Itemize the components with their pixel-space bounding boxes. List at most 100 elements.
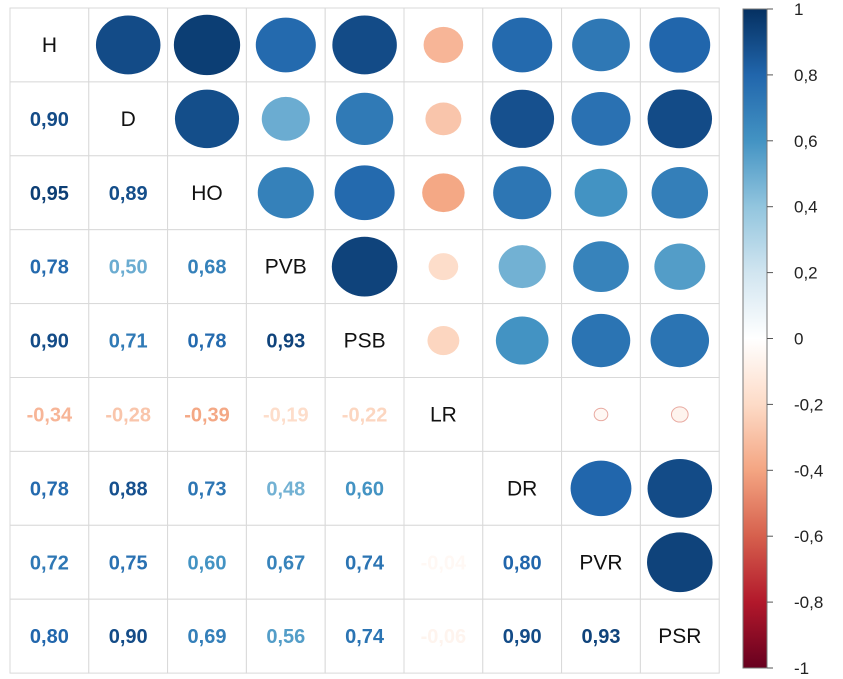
correlation-circle [647,458,713,518]
matrix-cell [9,450,90,526]
matrix-cell [245,303,326,379]
matrix-cell [324,377,405,452]
coefficient-label: 0,60 [188,552,227,574]
coefficient-label: 0,68 [188,257,227,279]
matrix-cell [88,155,169,231]
coefficient-label: 0,60 [345,478,384,500]
coefficient-label: 0,80 [503,552,542,574]
matrix-cell [167,303,247,379]
correlation-circle [427,326,460,356]
matrix-cell [561,524,641,600]
variable-label: PSB [344,330,386,353]
correlation-circle [423,26,464,64]
matrix-cell [482,524,563,600]
matrix-cell [403,450,484,526]
coefficient-label: -0,04 [421,552,467,574]
matrix-cell [245,229,326,305]
matrix-cell [482,450,563,526]
correlation-circle [654,243,706,290]
correlation-circle [649,17,711,73]
matrix-cell [561,598,641,674]
colorbar-tick-label: 0 [794,330,803,349]
correlation-circle [332,15,397,75]
matrix-cell [403,524,484,600]
coefficient-label: 0,90 [109,626,148,648]
coefficient-label: -0,28 [105,404,151,426]
matrix-cell [9,7,90,83]
colorbar-tick-label: -0,8 [794,593,823,612]
colorbar-tick-label: 0,4 [794,198,818,217]
coefficient-label: 0,67 [266,552,305,574]
colorbar-tick-label: -0,4 [794,461,823,480]
coefficient-label: -0,06 [421,626,467,648]
correlation-circle [335,92,394,145]
variable-label: D [121,108,136,131]
colorbar-tick-label: -1 [794,659,809,678]
colorbar-tick-label: 0,2 [794,264,818,283]
coefficient-label: -0,22 [342,404,388,426]
correlation-circle [571,313,631,368]
colorbar-tick-label: 0,8 [794,66,818,85]
matrix-cell [482,377,563,452]
correlation-circle [428,253,459,281]
coefficient-label: 0,90 [30,331,69,353]
matrix-cell [9,377,90,452]
correlation-circle [492,17,553,73]
coefficient-label: 0,48 [266,478,305,500]
correlation-circle [651,166,709,219]
coefficient-label: 0,90 [503,626,542,648]
matrix-cell [324,598,405,674]
correlation-circle [647,532,713,593]
matrix-cell [9,598,90,674]
coefficient-label: 0,74 [345,552,385,574]
variable-label: H [42,34,57,57]
correlation-circle [572,18,630,72]
coefficient-label: 0,93 [582,626,621,648]
correlation-circle [261,96,310,141]
matrix-cell [245,377,326,452]
matrix-cell [9,303,90,379]
correlation-circle [425,102,462,136]
matrix-cell [88,377,169,452]
matrix-cell [88,229,169,305]
coefficient-label: 0,73 [188,478,227,500]
matrix-cell [9,229,90,305]
matrix-cell [403,598,484,674]
coefficient-label: 0,80 [30,626,69,648]
coefficient-label: 0,72 [30,552,69,574]
variable-label: PVR [579,551,622,574]
colorbar-tick-label: -0,6 [794,527,823,546]
coefficient-label: 0,95 [30,183,69,205]
correlation-circle [647,89,713,149]
correlation-circle [173,14,241,76]
correlation-circle [495,316,549,365]
correlation-circle [331,236,398,297]
correlation-circle [573,241,629,293]
colorbar-tick-label: 0,6 [794,132,818,151]
matrix-cell [245,598,326,674]
matrix-cell [324,524,405,600]
variable-label: PSR [658,625,701,648]
coefficient-label: 0,50 [109,257,148,279]
coefficient-label: 0,90 [30,109,69,131]
variable-label: DR [507,477,537,500]
coefficient-label: -0,19 [263,404,309,426]
colorbar-tick-label: -0,2 [794,395,823,414]
matrix-cell [167,377,247,452]
matrix-cell [9,81,90,157]
matrix-cell [167,598,247,674]
coefficient-label: 0,78 [30,257,69,279]
coefficient-label: 0,78 [30,478,69,500]
variable-label: PVB [265,256,307,279]
coefficient-label: -0,39 [184,404,230,426]
correlation-circle [257,167,314,219]
coefficient-label: 0,74 [345,626,385,648]
correlation-circle [571,92,631,146]
variable-label: HO [191,182,223,205]
coefficient-label: 0,89 [109,183,148,205]
correlation-circle [574,168,628,217]
colorbar-tick-label: 1 [794,0,803,19]
matrix-cell [167,155,247,231]
colorbar-legend: 1 0,8 0,6 0,4 0,2 0 -0,2 -0,4 -0,6 -0,8 -1 [742,0,823,678]
